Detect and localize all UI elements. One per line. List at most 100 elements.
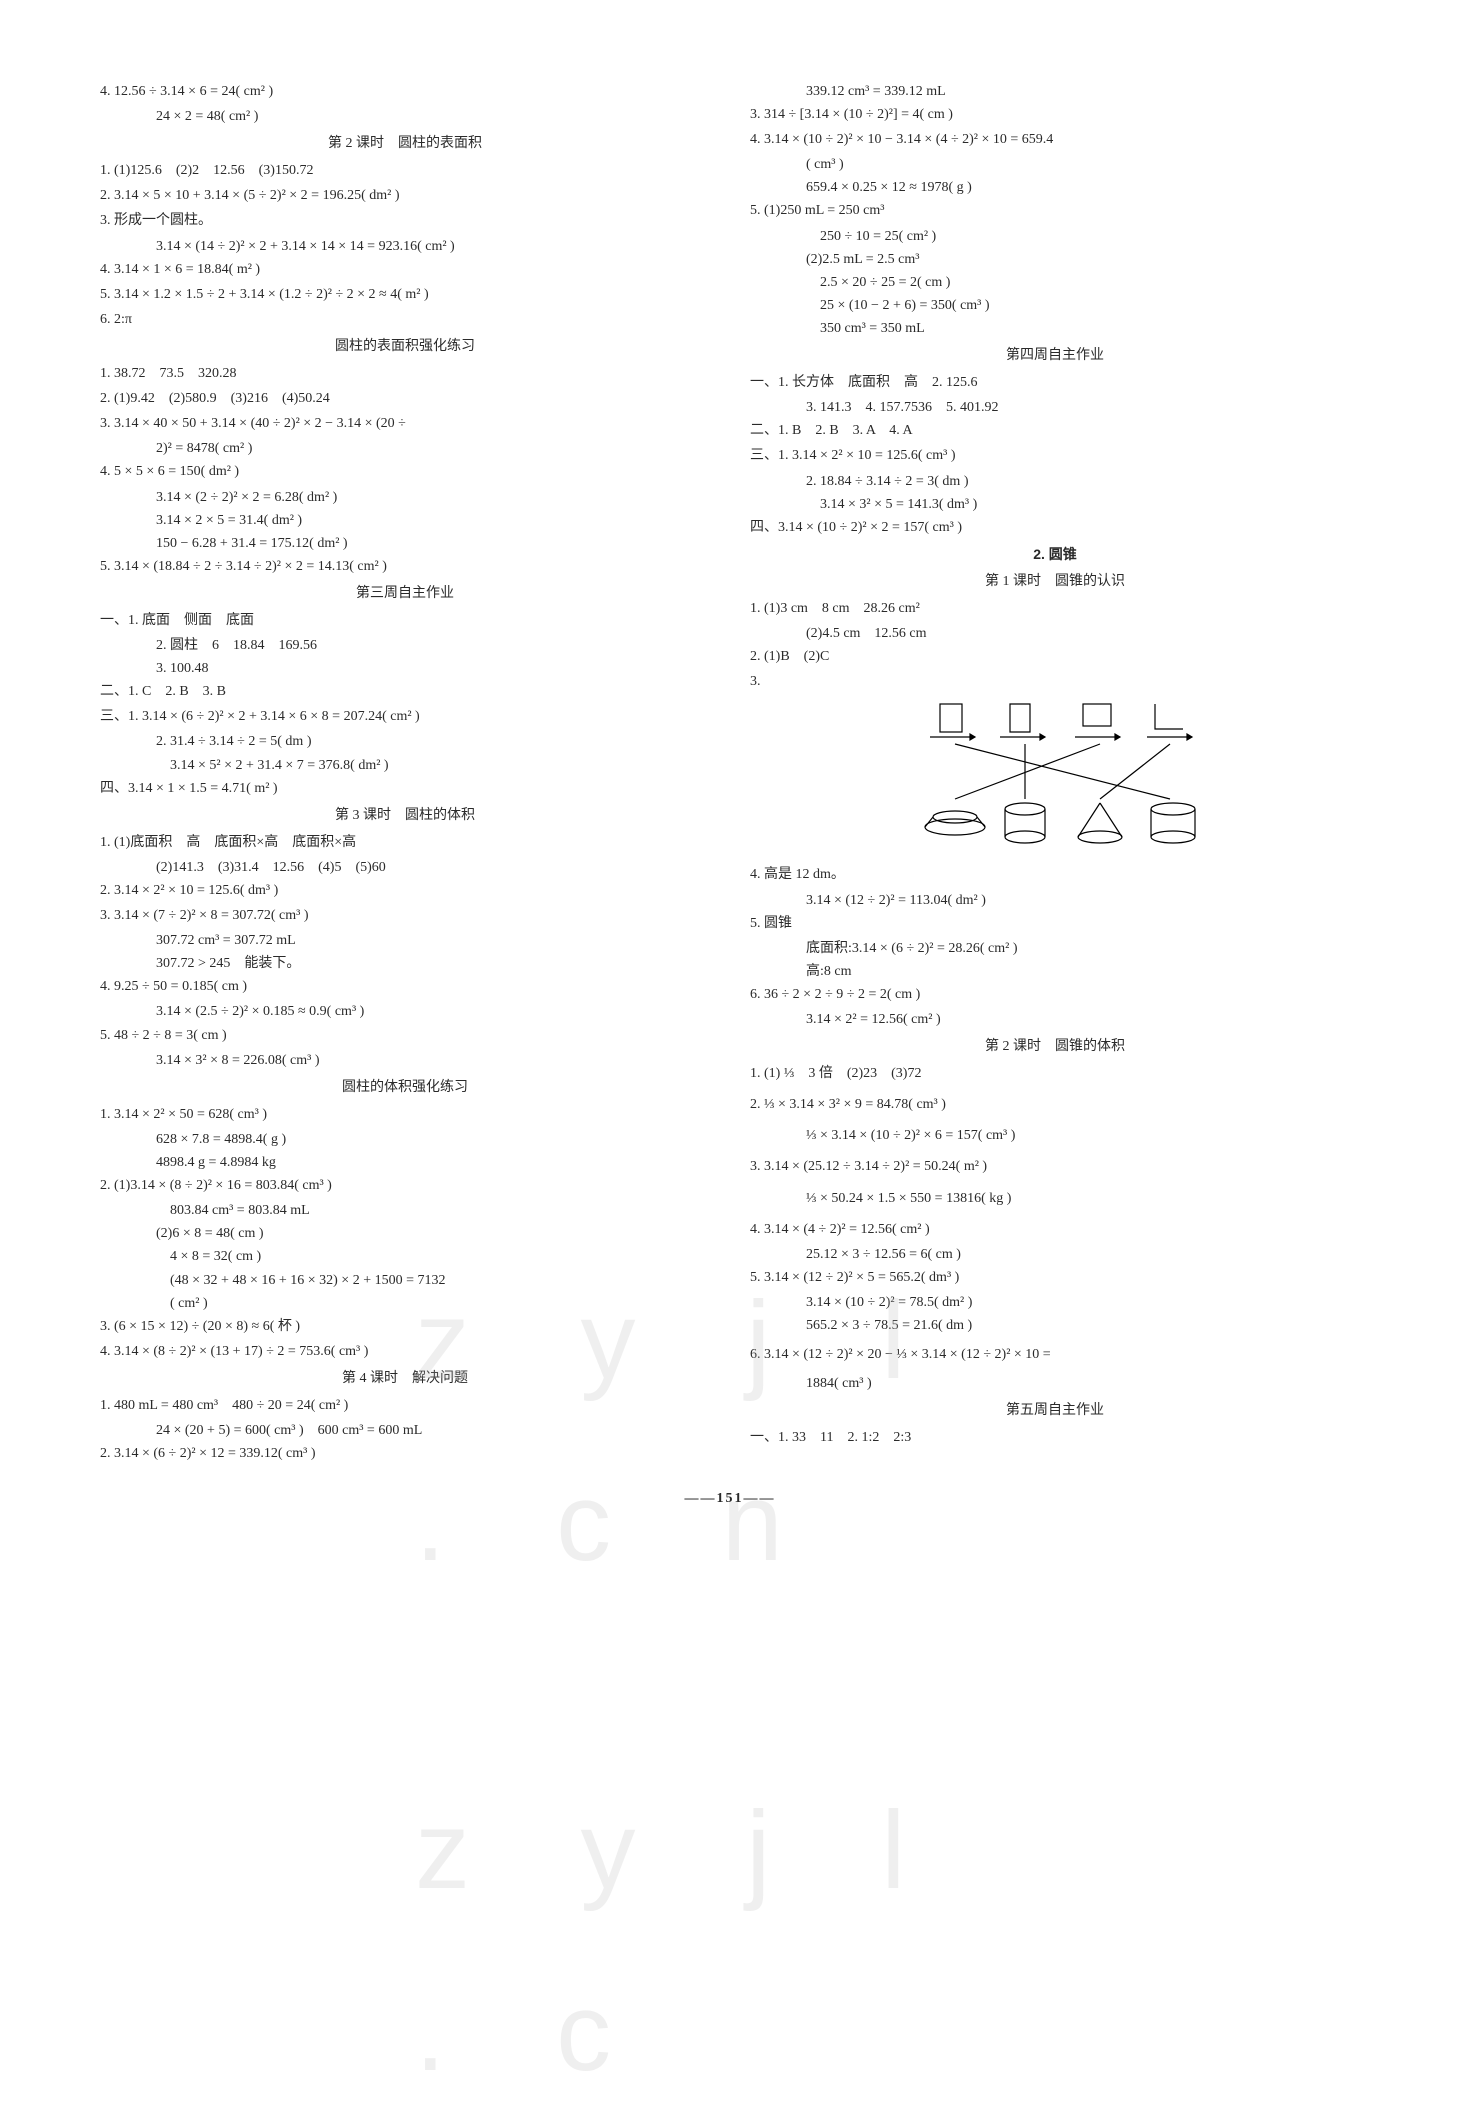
text-line: 1. 480 mL = 480 cm³ 480 ÷ 20 = 24( cm² ): [100, 1394, 710, 1417]
text-line: 5. 3.14 × 1.2 × 1.5 ÷ 2 + 3.14 × (1.2 ÷ …: [100, 283, 710, 306]
text-line: 1. (1)125.6 (2)2 12.56 (3)150.72: [100, 159, 710, 182]
text-line: 3. 3.14 × 40 × 50 + 3.14 × (40 ÷ 2)² × 2…: [100, 412, 710, 435]
section-heading: 第三周自主作业: [100, 582, 710, 605]
text-line: 3.14 × 3² × 5 = 141.3( dm³ ): [750, 493, 1360, 516]
text-line: 4. 3.14 × (4 ÷ 2)² = 12.56( cm² ): [750, 1218, 1360, 1241]
left-column: 4. 12.56 ÷ 3.14 × 6 = 24( cm² ) 24 × 2 =…: [100, 80, 710, 1467]
text-line: 4. 高是 12 dm。: [750, 863, 1360, 886]
text-line: 一、1. 底面 侧面 底面: [100, 609, 710, 632]
text-line: 2. 3.14 × 5 × 10 + 3.14 × (5 ÷ 2)² × 2 =…: [100, 184, 710, 207]
text-line: ( cm² ): [100, 1292, 710, 1315]
text-line: 5. (1)250 mL = 250 cm³: [750, 199, 1360, 222]
text-line: 5. 3.14 × (12 ÷ 2)² × 5 = 565.2( dm³ ): [750, 1266, 1360, 1289]
matching-diagram: [790, 699, 1360, 857]
text-line: 6. 36 ÷ 2 × 2 ÷ 9 ÷ 2 = 2( cm ): [750, 983, 1360, 1006]
right-column: 339.12 cm³ = 339.12 mL 3. 314 ÷ [3.14 × …: [750, 80, 1360, 1467]
text-line: ( cm³ ): [750, 153, 1360, 176]
text-line: 3.14 × (2.5 ÷ 2)² × 0.185 ≈ 0.9( cm³ ): [100, 1000, 710, 1023]
text-line: 4. 5 × 5 × 6 = 150( dm² ): [100, 460, 710, 483]
text-line: 2. (1)3.14 × (8 ÷ 2)² × 16 = 803.84( cm³…: [100, 1174, 710, 1197]
text-line: 5. 3.14 × (18.84 ÷ 2 ÷ 3.14 ÷ 2)² × 2 = …: [100, 555, 710, 578]
text-line: 一、1. 长方体 底面积 高 2. 125.6: [750, 371, 1360, 394]
text-line: 4. 3.14 × (10 ÷ 2)² × 10 − 3.14 × (4 ÷ 2…: [750, 128, 1360, 151]
text-line: 3.14 × 5² × 2 + 31.4 × 7 = 376.8( dm² ): [100, 754, 710, 777]
text-line: 3.14 × 2 × 5 = 31.4( dm² ): [100, 509, 710, 532]
text-line: 628 × 7.8 = 4898.4( g ): [100, 1128, 710, 1151]
text-line: 803.84 cm³ = 803.84 mL: [100, 1199, 710, 1222]
text-line: 2)² = 8478( cm² ): [100, 437, 710, 460]
text-line: 150 − 6.28 + 31.4 = 175.12( dm² ): [100, 532, 710, 555]
text-line: 565.2 × 3 ÷ 78.5 = 21.6( dm ): [750, 1314, 1360, 1337]
text-line: 3. (6 × 15 × 12) ÷ (20 × 8) ≈ 6( 杯 ): [100, 1315, 710, 1338]
text-line: 3.14 × (12 ÷ 2)² = 113.04( dm² ): [750, 889, 1360, 912]
text-line: 3. 100.48: [100, 657, 710, 680]
text-line: (2)2.5 mL = 2.5 cm³: [750, 248, 1360, 271]
text-line: 24 × 2 = 48( cm² ): [100, 105, 710, 128]
section-heading: 第 3 课时 圆柱的体积: [100, 804, 710, 827]
text-line: 250 ÷ 10 = 25( cm² ): [750, 225, 1360, 248]
section-heading: 2. 圆锥: [750, 543, 1360, 566]
text-line: 1. (1)底面积 高 底面积×高 底面积×高: [100, 831, 710, 854]
text-line: 5. 圆锥: [750, 912, 1360, 935]
text-line: 1. (1) ⅓ 3 倍 (2)23 (3)72: [750, 1062, 1360, 1085]
text-line: 2. 圆柱 6 18.84 169.56: [100, 634, 710, 657]
text-line: (2)6 × 8 = 48( cm ): [100, 1222, 710, 1245]
text-line: 二、1. C 2. B 3. B: [100, 680, 710, 703]
text-line: 2. 3.14 × (6 ÷ 2)² × 12 = 339.12( cm³ ): [100, 1442, 710, 1465]
text-line: 3.14 × 2² = 12.56( cm² ): [750, 1008, 1360, 1031]
text-line: ⅓ × 50.24 × 1.5 × 550 = 13816( kg ): [750, 1187, 1360, 1210]
section-heading: 第 2 课时 圆锥的体积: [750, 1035, 1360, 1058]
text-line: 1884( cm³ ): [750, 1372, 1360, 1395]
text-line: 四、3.14 × (10 ÷ 2)² × 2 = 157( cm³ ): [750, 516, 1360, 539]
text-line: ⅓ × 3.14 × (10 ÷ 2)² × 6 = 157( cm³ ): [750, 1124, 1360, 1147]
section-heading: 第 2 课时 圆柱的表面积: [100, 132, 710, 155]
text-line: 307.72 > 245 能装下。: [100, 952, 710, 975]
text-line: 3. 形成一个圆柱。: [100, 209, 710, 232]
text-line: 3. 141.3 4. 157.7536 5. 401.92: [750, 396, 1360, 419]
text-line: 3.14 × (14 ÷ 2)² × 2 + 3.14 × 14 × 14 = …: [100, 235, 710, 258]
text-line: 5. 48 ÷ 2 ÷ 8 = 3( cm ): [100, 1024, 710, 1047]
text-line: 1. 3.14 × 2² × 50 = 628( cm³ ): [100, 1103, 710, 1126]
text-line: 1. 38.72 73.5 320.28: [100, 362, 710, 385]
text-line: 三、1. 3.14 × (6 ÷ 2)² × 2 + 3.14 × 6 × 8 …: [100, 705, 710, 728]
section-heading: 圆柱的表面积强化练习: [100, 335, 710, 358]
page-number-value: 151: [717, 1491, 744, 1506]
text-line: 1. (1)3 cm 8 cm 28.26 cm²: [750, 597, 1360, 620]
text-line: (48 × 32 + 48 × 16 + 16 × 32) × 2 + 1500…: [100, 1269, 710, 1292]
text-line: 4898.4 g = 4.8984 kg: [100, 1151, 710, 1174]
text-line: 24 × (20 + 5) = 600( cm³ ) 600 cm³ = 600…: [100, 1419, 710, 1442]
text-line: 6. 2:π: [100, 308, 710, 331]
text-line: (2)4.5 cm 12.56 cm: [750, 622, 1360, 645]
section-heading: 第五周自主作业: [750, 1399, 1360, 1422]
text-line: 2. ⅓ × 3.14 × 3² × 9 = 84.78( cm³ ): [750, 1093, 1360, 1116]
text-line: 3. 3.14 × (7 ÷ 2)² × 8 = 307.72( cm³ ): [100, 904, 710, 927]
text-line: 二、1. B 2. B 3. A 4. A: [750, 419, 1360, 442]
text-line: 三、1. 3.14 × 2² × 10 = 125.6( cm³ ): [750, 444, 1360, 467]
text-line: 307.72 cm³ = 307.72 mL: [100, 929, 710, 952]
text-line: 高:8 cm: [750, 960, 1360, 983]
text-line: 4 × 8 = 32( cm ): [100, 1245, 710, 1268]
section-heading: 第四周自主作业: [750, 344, 1360, 367]
text-line: 3. 314 ÷ [3.14 × (10 ÷ 2)²] = 4( cm ): [750, 103, 1360, 126]
section-heading: 第 4 课时 解决问题: [100, 1367, 710, 1390]
text-line: 一、1. 33 11 2. 1:2 2:3: [750, 1426, 1360, 1449]
section-heading: 第 1 课时 圆锥的认识: [750, 570, 1360, 593]
text-line: 3.14 × (10 ÷ 2)² = 78.5( dm² ): [750, 1291, 1360, 1314]
text-line: 4. 9.25 ÷ 50 = 0.185( cm ): [100, 975, 710, 998]
text-line: 659.4 × 0.25 × 12 ≈ 1978( g ): [750, 176, 1360, 199]
section-heading: 圆柱的体积强化练习: [100, 1076, 710, 1099]
text-line: 2. (1)9.42 (2)580.9 (3)216 (4)50.24: [100, 387, 710, 410]
text-line: 25.12 × 3 ÷ 12.56 = 6( cm ): [750, 1243, 1360, 1266]
text-line: 6. 3.14 × (12 ÷ 2)² × 20 − ⅓ × 3.14 × (1…: [750, 1343, 1360, 1366]
text-line: 25 × (10 − 2 + 6) = 350( cm³ ): [750, 294, 1360, 317]
text-line: 2.5 × 20 ÷ 25 = 2( cm ): [750, 271, 1360, 294]
text-line: 2. 31.4 ÷ 3.14 ÷ 2 = 5( dm ): [100, 730, 710, 753]
text-line: 3. 3.14 × (25.12 ÷ 3.14 ÷ 2)² = 50.24( m…: [750, 1155, 1360, 1178]
text-line: 3.14 × (2 ÷ 2)² × 2 = 6.28( dm² ): [100, 486, 710, 509]
text-line: 2. (1)B (2)C: [750, 645, 1360, 668]
text-line: 4. 3.14 × 1 × 6 = 18.84( m² ): [100, 258, 710, 281]
text-line: 2. 3.14 × 2² × 10 = 125.6( dm³ ): [100, 879, 710, 902]
text-line: 3.: [750, 670, 1360, 693]
text-line: (2)141.3 (3)31.4 12.56 (4)5 (5)60: [100, 856, 710, 879]
text-line: 2. 18.84 ÷ 3.14 ÷ 2 = 3( dm ): [750, 470, 1360, 493]
